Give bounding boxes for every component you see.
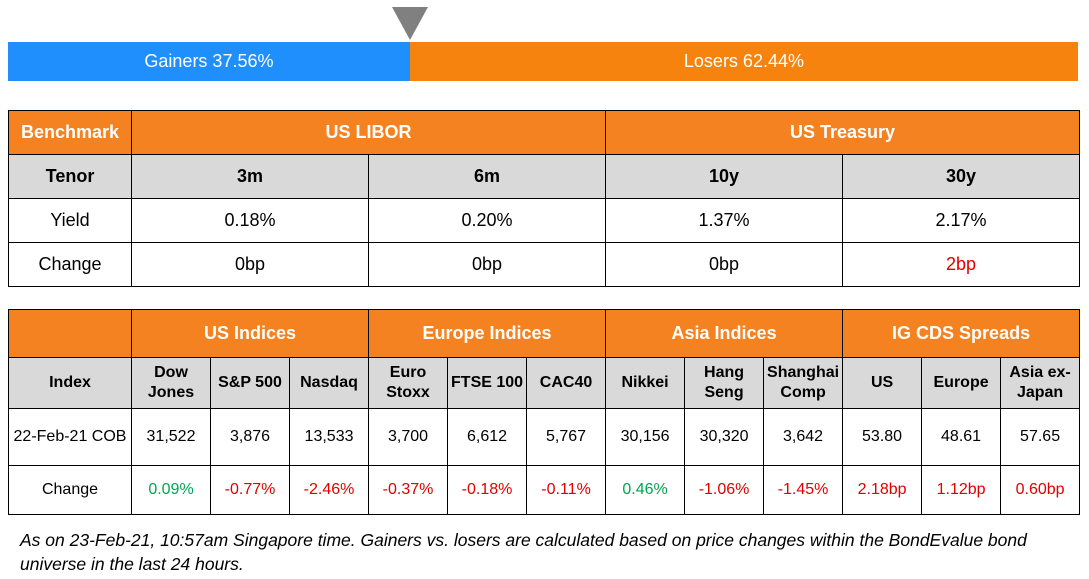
change-label: Change	[8, 242, 132, 287]
indices-table: US Indices Europe Indices Asia Indices I…	[8, 309, 1081, 515]
index-change-cell: -0.11%	[526, 465, 607, 515]
europe-indices-header: Europe Indices	[368, 309, 607, 358]
change-cell: 0bp	[131, 242, 369, 287]
index-value-cell: 31,522	[131, 408, 211, 466]
index-column-header-line: Shanghai	[767, 364, 840, 381]
index-value-cell: 53.80	[842, 408, 923, 466]
change-cell: 2bp	[842, 242, 1081, 287]
ig-cds-spreads-header: IG CDS Spreads	[842, 309, 1081, 358]
index-column-header: FTSE 100	[447, 357, 528, 409]
index-column-header: S&P 500	[210, 357, 290, 409]
index-value-cell: 6,612	[447, 408, 528, 466]
index-change-cell: 0.09%	[131, 465, 211, 515]
index-column-header-line: FTSE 100	[451, 374, 524, 391]
rates-table: Benchmark US LIBOR US Treasury Tenor 3m …	[8, 110, 1081, 287]
index-value-cell: 5,767	[526, 408, 607, 466]
gainers-losers-marker-icon	[392, 7, 428, 40]
index-change-cell: -2.46%	[288, 465, 370, 515]
index-value-cell: 57.65	[1000, 408, 1081, 466]
index-column-header-line: Nasdaq	[300, 374, 358, 391]
gainers-losers-bar: Gainers 37.56% Losers 62.44%	[8, 42, 1078, 81]
index-header-blank	[8, 309, 132, 358]
index-change-cell: -0.37%	[368, 465, 449, 515]
change-cell: 0bp	[367, 242, 607, 287]
date-label: 22-Feb-21 COB	[8, 408, 132, 466]
gainers-label: Gainers 37.56%	[144, 51, 274, 71]
index-column-header-line: US	[870, 374, 894, 391]
index-column-header-line: S&P 500	[218, 374, 282, 391]
index-column-header-line: CAC40	[539, 374, 593, 391]
change-cell: 0bp	[605, 242, 844, 287]
index-column-header: Dow Jones	[131, 357, 211, 409]
index-change-cell: -1.06%	[684, 465, 765, 515]
index-column-header: US	[842, 357, 923, 409]
index-column-header: Shanghai Comp	[763, 357, 844, 409]
index-column-header: Hang Seng	[684, 357, 765, 409]
index-column-header-line: Jones	[147, 384, 195, 401]
losers-label: Losers 62.44%	[683, 51, 804, 71]
index-value-cell: 30,320	[684, 408, 765, 466]
index-column-header-line: Dow	[154, 364, 188, 381]
tenor-cell: 10y	[605, 154, 844, 199]
us-libor-header: US LIBOR	[130, 110, 607, 155]
index-value-cell: 30,156	[605, 408, 686, 466]
index-column-header-line: Europe	[933, 374, 989, 391]
index-column-header-line: Comp	[780, 384, 826, 401]
yield-cell: 0.18%	[131, 198, 369, 243]
benchmark-header: Benchmark	[8, 110, 132, 155]
index-column-header-line: Asia ex-	[1009, 364, 1071, 381]
tenor-cell: 30y	[842, 154, 1081, 199]
us-treasury-header: US Treasury	[605, 110, 1081, 155]
index-change-cell: 1.12bp	[921, 465, 1002, 515]
tenor-cell: 3m	[131, 154, 369, 199]
index-column-header-line: Japan	[1016, 384, 1064, 401]
index-value-cell: 3,642	[763, 408, 844, 466]
index-column-header: CAC40	[526, 357, 607, 409]
losers-segment: Losers 62.44%	[409, 42, 1078, 81]
index-change-cell: -0.77%	[210, 465, 290, 515]
index-column-header: Euro Stoxx	[368, 357, 449, 409]
tenor-header: Tenor	[8, 154, 132, 199]
index-change-cell: -1.45%	[763, 465, 844, 515]
index-value-cell: 3,700	[368, 408, 449, 466]
index-change-cell: 0.46%	[605, 465, 686, 515]
index-column-header: Asia ex- Japan	[1000, 357, 1081, 409]
index-column-header-line: Hang	[704, 364, 745, 381]
index-change-cell: 0.60bp	[1000, 465, 1081, 515]
asia-indices-header: Asia Indices	[605, 309, 844, 358]
us-indices-header: US Indices	[130, 309, 370, 358]
index-column-header: Nasdaq	[288, 357, 370, 409]
index-column-header: Nikkei	[605, 357, 686, 409]
index-column-header-line: Euro	[389, 364, 427, 381]
gainers-segment: Gainers 37.56%	[8, 42, 410, 81]
footnote: As on 23-Feb-21, 10:57am Singapore time.…	[20, 530, 1027, 574]
index-value-cell: 48.61	[921, 408, 1002, 466]
index-change-cell: -0.18%	[447, 465, 528, 515]
tenor-cell: 6m	[367, 154, 607, 199]
yield-label: Yield	[8, 198, 132, 243]
index-change-cell: 2.18bp	[842, 465, 923, 515]
yield-cell: 2.17%	[842, 198, 1081, 243]
index-label: Index	[8, 357, 132, 409]
index-column-header: Europe	[921, 357, 1002, 409]
yield-cell: 1.37%	[605, 198, 844, 243]
index-value-cell: 13,533	[288, 408, 370, 466]
change-label: Change	[8, 465, 132, 515]
index-column-header-line: Nikkei	[621, 374, 669, 391]
yield-cell: 0.20%	[367, 198, 607, 243]
index-value-cell: 3,876	[210, 408, 290, 466]
index-column-header-line: Seng	[704, 384, 744, 401]
index-column-header-line: Stoxx	[386, 384, 430, 401]
